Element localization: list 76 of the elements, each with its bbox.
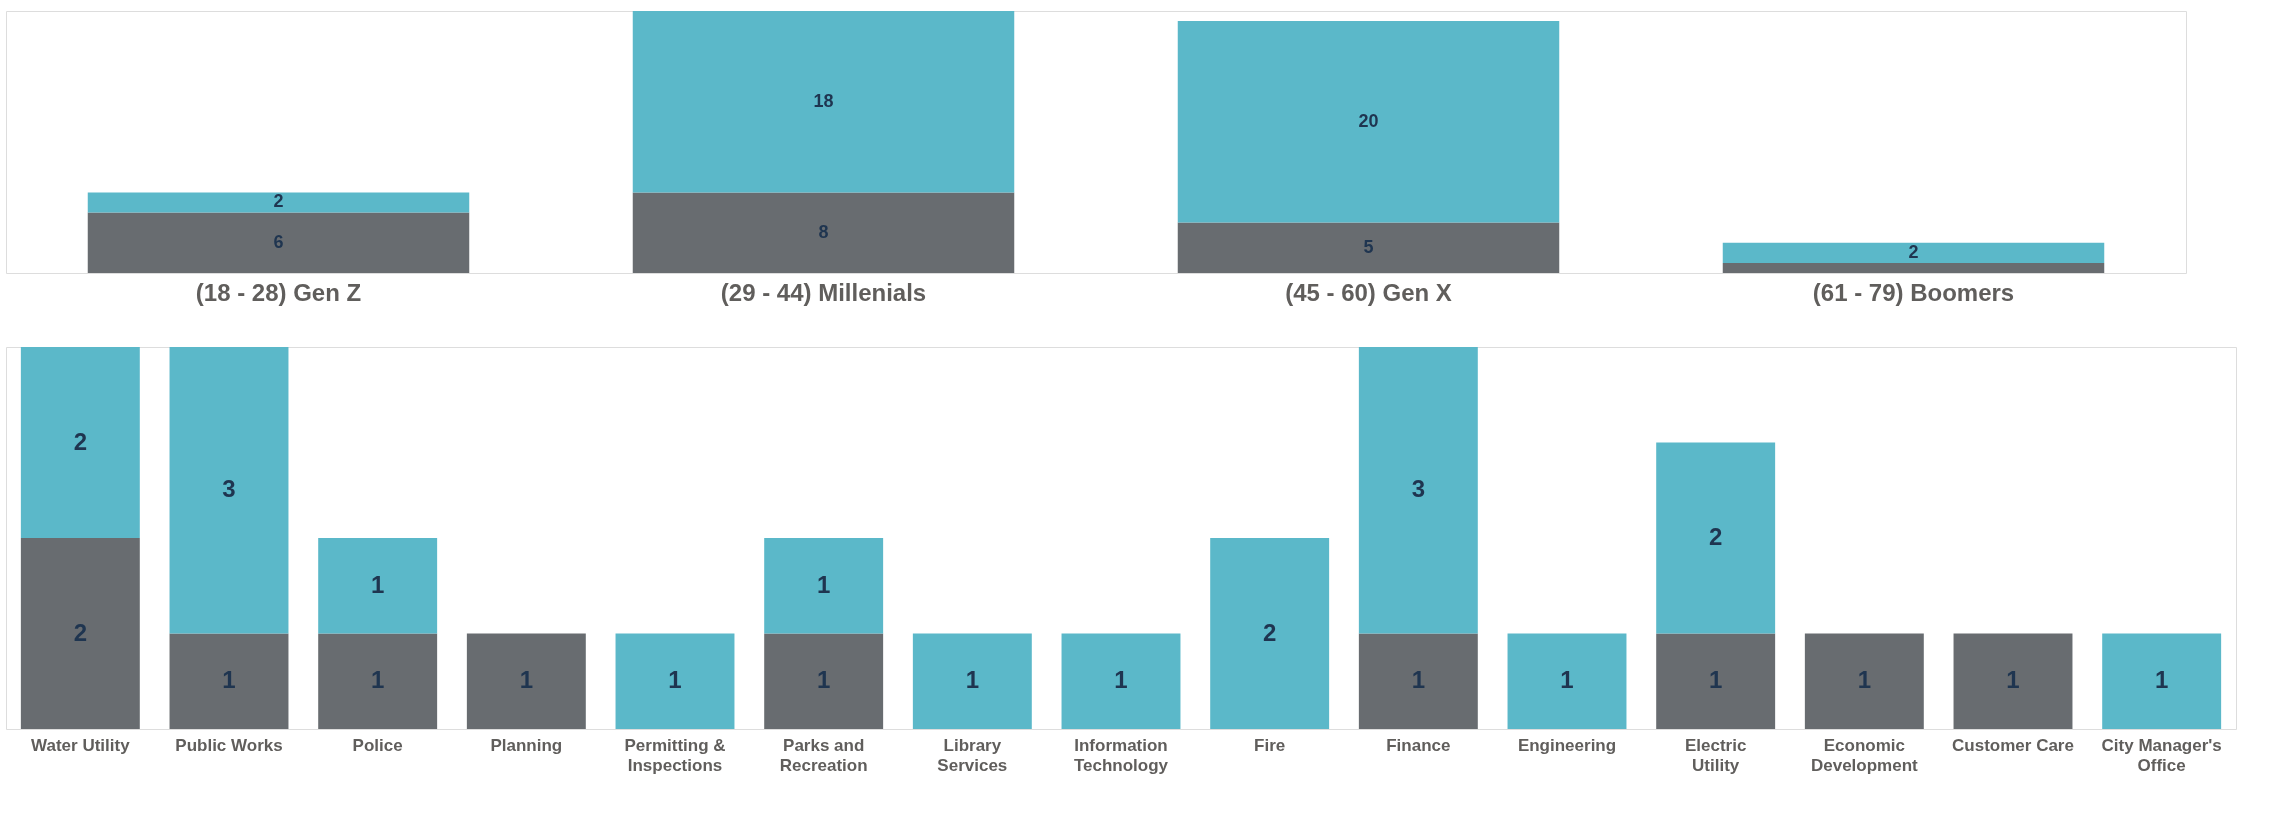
data-label: 1 [1857, 666, 1872, 694]
data-label: 2 [1708, 523, 1723, 550]
bar [466, 633, 586, 729]
bar [20, 347, 140, 538]
bar [87, 192, 470, 213]
data-label: 2 [73, 618, 88, 646]
data-label: 20 [1358, 110, 1379, 131]
x-tick-label: Parks and Recreation [779, 735, 868, 775]
x-tick-label: (61 - 79) Boomers [1812, 278, 2015, 306]
data-label: 8 [818, 221, 829, 242]
data-label: 1 [370, 570, 385, 598]
data-label: 2 [73, 427, 88, 455]
data-label: 1 [816, 666, 831, 694]
x-tick-label: Public Works [175, 735, 283, 755]
bar [1656, 442, 1776, 634]
data-label: 5 [1363, 236, 1374, 257]
bar [1358, 347, 1478, 634]
data-label: 1 [519, 666, 534, 694]
data-label: 1 [222, 666, 236, 694]
bar [1507, 633, 1627, 729]
bar [1358, 633, 1478, 729]
data-label: 1 [2154, 666, 2169, 694]
bar [764, 633, 884, 729]
bar [1953, 633, 2073, 729]
bar [615, 633, 735, 729]
bar [1061, 633, 1181, 729]
x-tick-label: Information Technology [1073, 735, 1169, 775]
x-tick-label: Planning [490, 735, 563, 755]
x-tick-label: Finance [1386, 735, 1451, 755]
x-tick-label: Customer Care [1952, 735, 2074, 755]
bar [1177, 222, 1560, 273]
data-label: 1 [965, 666, 980, 694]
data-label: 18 [813, 90, 834, 111]
bar [318, 633, 438, 729]
data-label: 3 [222, 475, 236, 503]
bar [912, 633, 1032, 729]
data-label: 1 [1114, 666, 1128, 694]
x-tick-label: Police [352, 735, 403, 755]
bar [1722, 242, 2105, 263]
x-tick-label: Electric Utility [1684, 735, 1747, 775]
x-tick-label: Permitting & Inspections [624, 735, 726, 775]
bar [1210, 538, 1330, 729]
bar [1656, 633, 1776, 729]
x-tick-label: Engineering [1517, 735, 1617, 755]
bar [1177, 21, 1560, 223]
data-label: 2 [1908, 241, 1919, 262]
x-tick-label: (29 - 44) Millenials [720, 278, 927, 306]
data-label: 3 [1411, 475, 1426, 503]
x-tick-label: Economic Development [1810, 735, 1919, 775]
x-tick-label: (18 - 28) Gen Z [195, 278, 362, 306]
data-label: 2 [273, 191, 284, 212]
bar [1804, 633, 1924, 729]
bar [318, 538, 438, 634]
bar [632, 192, 1015, 273]
data-label: 1 [1411, 666, 1426, 694]
data-label: 2 [1262, 618, 1277, 646]
bar [764, 538, 884, 634]
bar [169, 347, 289, 634]
x-tick-label: City Manager's Office [2101, 735, 2222, 775]
bar [87, 212, 470, 273]
data-label: 6 [273, 231, 284, 252]
bar [169, 633, 289, 729]
bar [632, 11, 1015, 193]
data-label: 1 [370, 666, 385, 694]
bar [2102, 633, 2222, 729]
data-label: 1 [668, 666, 682, 694]
data-label: 1 [1708, 666, 1723, 694]
x-tick-label: Fire [1254, 735, 1286, 755]
bar [20, 538, 140, 729]
bar [1722, 262, 2105, 273]
x-tick-label: Water Utility [31, 735, 131, 755]
data-label: 1 [1560, 666, 1574, 694]
x-tick-label: (45 - 60) Gen X [1285, 278, 1452, 306]
data-label: 1 [816, 570, 831, 598]
x-tick-label: Library Services [937, 735, 1008, 775]
data-label: 1 [2006, 666, 2020, 694]
